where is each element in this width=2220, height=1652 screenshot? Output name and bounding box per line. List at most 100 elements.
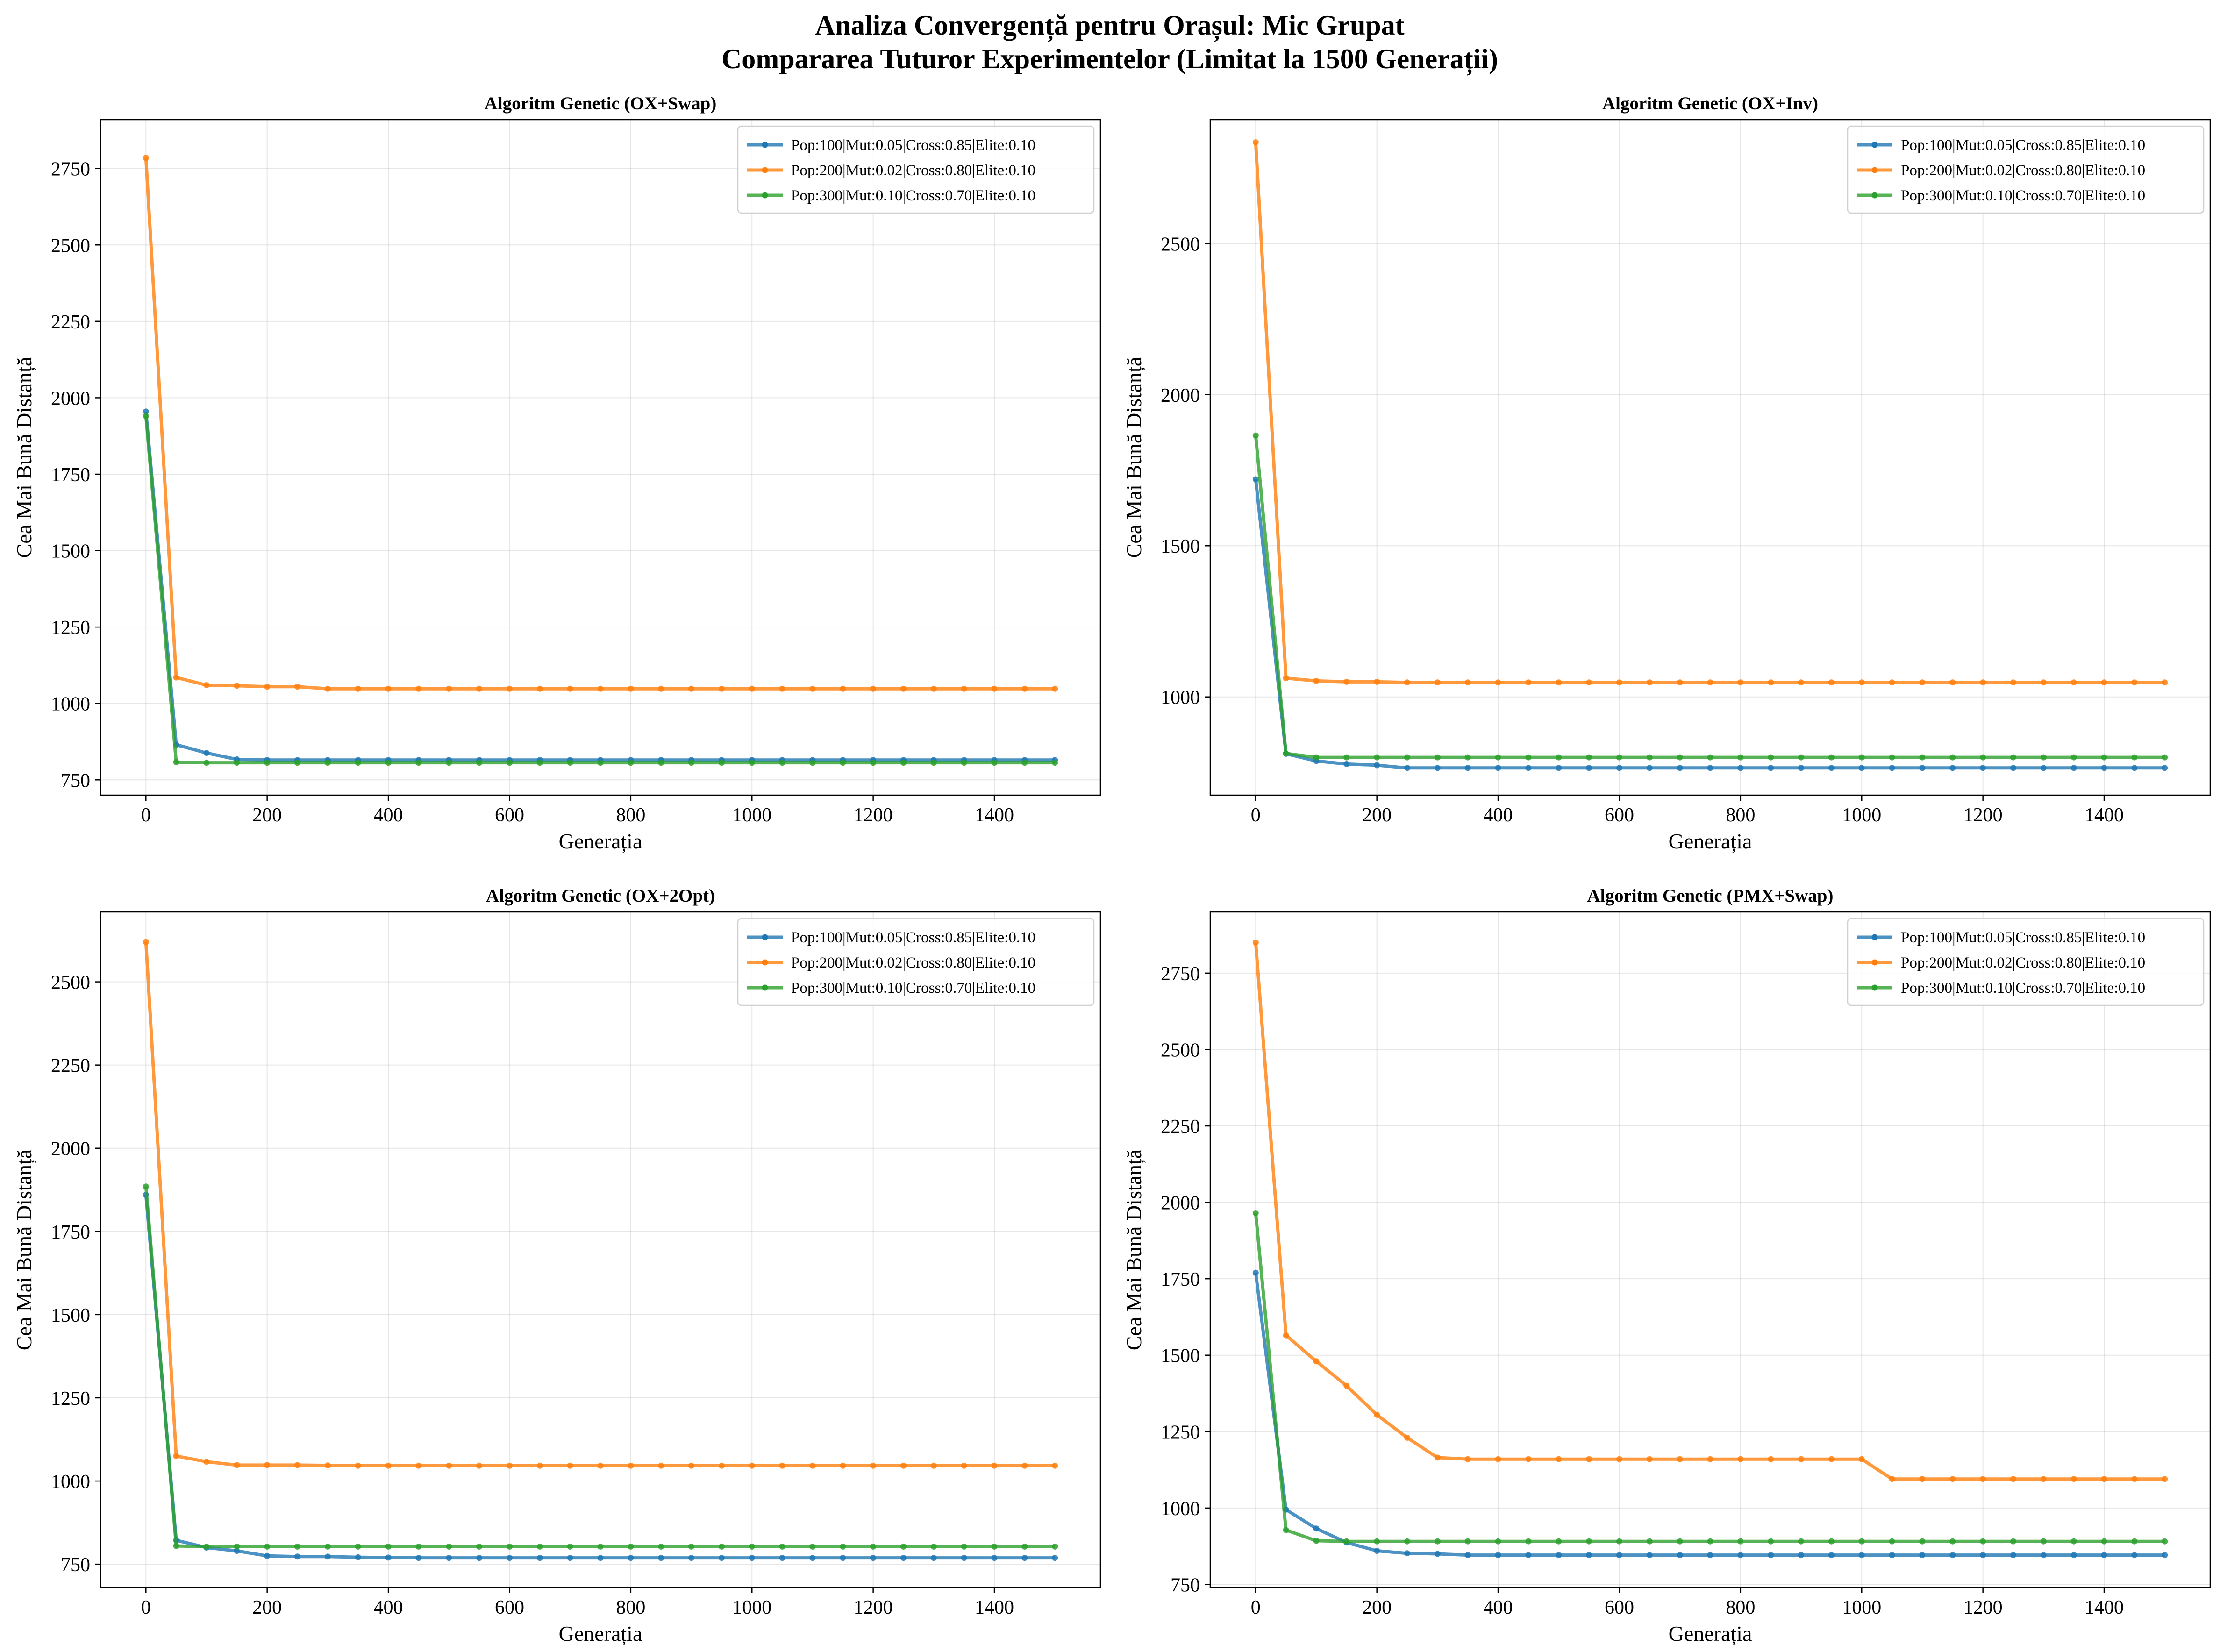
data-point <box>294 684 300 690</box>
data-point <box>1525 765 1532 771</box>
data-point <box>1434 1551 1441 1557</box>
x-tick-label: 1400 <box>2084 1597 2124 1618</box>
x-tick-label: 1000 <box>732 1597 771 1618</box>
data-point <box>1828 765 1835 771</box>
data-point <box>1737 765 1744 771</box>
data-point <box>415 685 422 692</box>
data-point <box>1313 1525 1320 1532</box>
data-point <box>718 1462 725 1469</box>
data-point <box>1889 1538 1895 1545</box>
x-tick-label: 1200 <box>1963 1597 2003 1618</box>
data-point <box>324 760 331 766</box>
data-point <box>658 1543 664 1550</box>
data-point <box>203 760 210 766</box>
data-point <box>1737 1456 1744 1462</box>
data-point <box>1646 1538 1653 1545</box>
data-point <box>840 1555 846 1561</box>
data-point <box>1495 1552 1501 1559</box>
data-point <box>2070 765 2077 771</box>
data-point <box>324 1553 331 1560</box>
data-point <box>1434 754 1441 761</box>
data-point <box>1768 1538 1774 1545</box>
y-tick-label: 1500 <box>51 541 90 563</box>
data-point <box>930 1543 937 1550</box>
y-axis-label: Cea Mai Bună Distanță <box>1122 357 1146 558</box>
data-point <box>1919 765 1926 771</box>
legend-marker <box>1871 959 1878 966</box>
data-point <box>961 1543 967 1550</box>
data-point <box>900 685 907 692</box>
y-tick-label: 2250 <box>51 312 90 333</box>
data-point <box>1646 765 1653 771</box>
legend-frame <box>1847 125 2205 214</box>
legend-marker <box>1871 192 1878 199</box>
x-tick-label: 400 <box>374 1597 403 1618</box>
data-point <box>203 1543 210 1550</box>
data-point <box>2162 754 2168 761</box>
subplot-title: Algoritm Genetic (OX+2Opt) <box>486 886 715 906</box>
data-point <box>355 1462 361 1469</box>
data-point <box>2162 679 2168 686</box>
x-tick-label: 1400 <box>975 1597 1014 1618</box>
data-point <box>1556 754 1562 761</box>
x-tick-label: 1000 <box>732 805 771 826</box>
legend-marker <box>1871 934 1878 940</box>
y-tick-label: 750 <box>61 770 90 791</box>
data-point <box>264 1543 271 1550</box>
data-point <box>597 1543 604 1550</box>
data-point <box>1858 1456 1865 1462</box>
data-point <box>2101 1476 2107 1482</box>
data-point <box>1646 754 1653 761</box>
data-point <box>1464 1552 1471 1559</box>
data-point <box>1343 678 1350 685</box>
data-point <box>415 1555 422 1561</box>
plot-frame <box>1209 911 2211 1588</box>
data-point <box>597 1462 604 1469</box>
data-point <box>991 760 998 766</box>
y-tick-label: 2500 <box>1161 234 1200 255</box>
data-point <box>1313 754 1320 761</box>
data-point <box>930 685 937 692</box>
data-point <box>1646 1456 1653 1462</box>
x-tick-label: 800 <box>1726 1597 1755 1618</box>
data-point <box>658 1555 664 1561</box>
x-tick-label: 200 <box>252 805 282 826</box>
data-point <box>1980 765 1986 771</box>
data-point <box>1616 765 1622 771</box>
data-point <box>1677 1456 1683 1462</box>
data-point <box>1677 765 1683 771</box>
data-point <box>991 1555 998 1561</box>
legend-entry: Pop:300|Mut:0.10|Cross:0.70|Elite:0.10 <box>1901 187 2145 204</box>
y-tick-label: 1500 <box>51 1305 90 1326</box>
data-point <box>294 1553 300 1560</box>
data-point <box>930 1555 937 1561</box>
subplot-4: 0 200 400 600 800 1000 1200 1400 750 1000 1250 1500… <box>1122 886 2211 1645</box>
subplot-1: 0 200 400 600 800 1000 1200 1400 750 1000 1250 1500… <box>12 93 1101 853</box>
data-point <box>234 760 240 766</box>
data-point <box>1828 754 1835 761</box>
data-point <box>1556 1552 1562 1559</box>
data-point <box>930 1462 937 1469</box>
data-point <box>688 1462 694 1469</box>
data-point <box>567 1555 573 1561</box>
x-tick-label: 200 <box>252 1597 282 1618</box>
data-point <box>749 1543 755 1550</box>
data-point <box>809 1462 816 1469</box>
data-point <box>264 1552 271 1559</box>
data-point <box>385 760 392 766</box>
data-point <box>1919 1476 1926 1482</box>
legend-marker <box>762 142 768 148</box>
x-tick-label: 0 <box>141 805 151 826</box>
data-point <box>234 1462 240 1468</box>
data-point <box>1313 1538 1320 1544</box>
data-point <box>1768 765 1774 771</box>
data-point <box>264 760 271 766</box>
x-tick-label: 200 <box>1362 1597 1392 1618</box>
plot-frame <box>100 119 1101 796</box>
data-point <box>779 685 785 692</box>
data-point <box>2101 765 2107 771</box>
data-point <box>415 760 422 766</box>
data-point <box>536 1555 543 1561</box>
series-2 <box>1252 939 2168 1482</box>
data-point <box>961 685 967 692</box>
